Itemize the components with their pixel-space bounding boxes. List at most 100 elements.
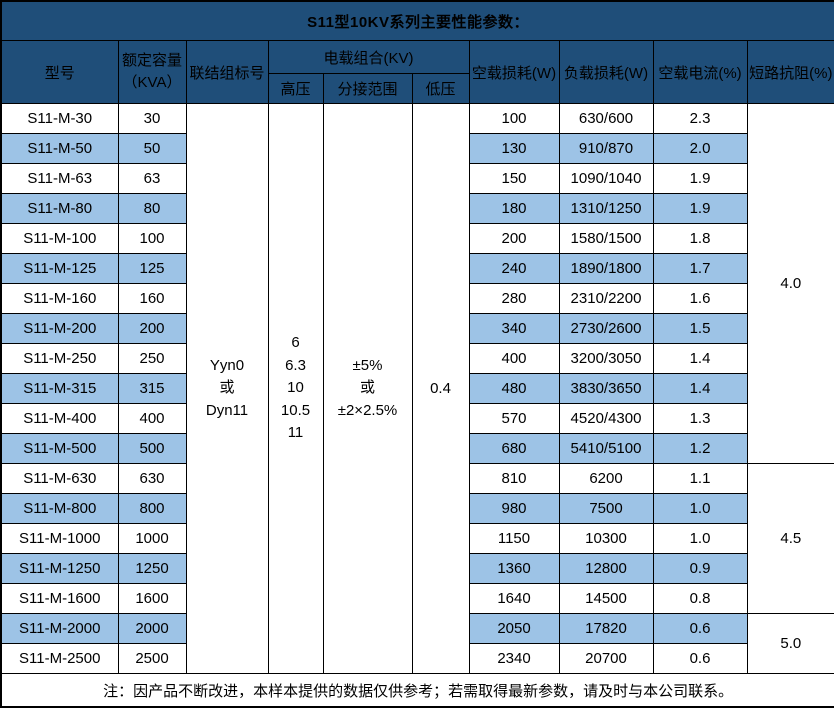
cell-load-loss: 10300: [558, 523, 654, 554]
cell-no-load-loss: 240: [468, 253, 560, 284]
cell-capacity: 500: [117, 433, 187, 464]
table-row: S11-M-63 63 150 1090/1040 1.9: [0, 163, 834, 194]
cell-capacity: 1250: [117, 553, 187, 584]
cell-no-load-loss: 2340: [468, 643, 560, 674]
cell-no-load-loss: 810: [468, 463, 560, 494]
cell-model: S11-M-500: [0, 433, 119, 464]
col-header-hv: 高压: [267, 73, 324, 104]
col-header-load-loss: 负载损耗(W): [558, 40, 654, 104]
cell-capacity: 100: [117, 223, 187, 254]
cell-capacity: 630: [117, 463, 187, 494]
cell-capacity: 50: [117, 133, 187, 164]
merged-cell-impedance-group-1: 4.0: [746, 103, 834, 464]
table-row: S11-M-500 500 680 5410/5100 1.2: [0, 433, 834, 464]
cell-load-loss: 14500: [558, 583, 654, 614]
cell-no-load-current: 1.0: [652, 523, 748, 554]
cell-no-load-current: 1.6: [652, 283, 748, 314]
cell-model: S11-M-630: [0, 463, 119, 494]
cell-capacity: 800: [117, 493, 187, 524]
cell-no-load-current: 1.4: [652, 343, 748, 374]
cell-no-load-current: 1.0: [652, 493, 748, 524]
cell-model: S11-M-1600: [0, 583, 119, 614]
cell-no-load-loss: 1640: [468, 583, 560, 614]
cell-capacity: 400: [117, 403, 187, 434]
cell-capacity: 315: [117, 373, 187, 404]
col-header-no-load-loss: 空载损耗(W): [468, 40, 560, 104]
col-header-tap-range: 分接范围: [322, 73, 413, 104]
cell-capacity: 80: [117, 193, 187, 224]
cell-capacity: 125: [117, 253, 187, 284]
cell-no-load-current: 1.9: [652, 193, 748, 224]
cell-no-load-loss: 200: [468, 223, 560, 254]
cell-load-loss: 12800: [558, 553, 654, 584]
page-title: S11型10KV系列主要性能参数：: [0, 0, 834, 41]
cell-load-loss: 2730/2600: [558, 313, 654, 344]
table-row: S11-M-80 80 180 1310/1250 1.9: [0, 193, 834, 224]
cell-no-load-current: 2.0: [652, 133, 748, 164]
cell-no-load-current: 1.5: [652, 313, 748, 344]
cell-load-loss: 5410/5100: [558, 433, 654, 464]
cell-load-loss: 1090/1040: [558, 163, 654, 194]
table-row: S11-M-160 160 280 2310/2200 1.6: [0, 283, 834, 314]
col-header-impedance: 短路抗阻(%): [746, 40, 834, 104]
cell-no-load-loss: 980: [468, 493, 560, 524]
cell-capacity: 2000: [117, 613, 187, 644]
table-row: S11-M-30 30 Yyn0 或 Dyn11 6 6.3 10 10.5 1…: [0, 103, 834, 674]
cell-model: S11-M-315: [0, 373, 119, 404]
title-row: S11型10KV系列主要性能参数：: [0, 0, 834, 41]
cell-no-load-loss: 340: [468, 313, 560, 344]
cell-no-load-loss: 130: [468, 133, 560, 164]
cell-model: S11-M-800: [0, 493, 119, 524]
cell-no-load-current: 1.3: [652, 403, 748, 434]
cell-no-load-loss: 480: [468, 373, 560, 404]
merged-cell-connection: Yyn0 或 Dyn11: [185, 103, 269, 674]
cell-no-load-current: 0.6: [652, 643, 748, 674]
footnote-row: 注：因产品不断改进，本样本提供的数据仅供参考；若需取得最新参数，请及时与本公司联…: [0, 673, 834, 708]
cell-load-loss: 17820: [558, 613, 654, 644]
cell-model: S11-M-1250: [0, 553, 119, 584]
cell-load-loss: 6200: [558, 463, 654, 494]
cell-no-load-loss: 400: [468, 343, 560, 374]
header-row-main: 型号 额定容量 （KVA） 联结组标号 电载组合(KV) 空载损耗(W) 负载损…: [0, 40, 834, 104]
cell-model: S11-M-250: [0, 343, 119, 374]
cell-no-load-loss: 680: [468, 433, 560, 464]
cell-no-load-loss: 570: [468, 403, 560, 434]
cell-capacity: 1600: [117, 583, 187, 614]
cell-model: S11-M-400: [0, 403, 119, 434]
cell-load-loss: 7500: [558, 493, 654, 524]
table-row: S11-M-200 200 340 2730/2600 1.5: [0, 313, 834, 344]
col-header-model: 型号: [0, 40, 119, 104]
cell-model: S11-M-2000: [0, 613, 119, 644]
cell-model: S11-M-30: [0, 103, 119, 134]
cell-no-load-current: 0.9: [652, 553, 748, 584]
cell-model: S11-M-125: [0, 253, 119, 284]
cell-load-loss: 3830/3650: [558, 373, 654, 404]
cell-load-loss: 1310/1250: [558, 193, 654, 224]
table-row: S11-M-1250 1250 1360 12800 0.9: [0, 553, 834, 584]
cell-no-load-current: 0.6: [652, 613, 748, 644]
cell-model: S11-M-100: [0, 223, 119, 254]
cell-load-loss: 2310/2200: [558, 283, 654, 314]
table-row: S11-M-1600 1600 1640 14500 0.8: [0, 583, 834, 614]
cell-load-loss: 1580/1500: [558, 223, 654, 254]
merged-cell-tap-range: ±5% 或 ±2×2.5%: [322, 103, 413, 674]
cell-capacity: 63: [117, 163, 187, 194]
cell-no-load-current: 1.8: [652, 223, 748, 254]
table-row: S11-M-315 315 480 3830/3650 1.4: [0, 373, 834, 404]
cell-no-load-loss: 2050: [468, 613, 560, 644]
cell-no-load-loss: 1360: [468, 553, 560, 584]
cell-capacity: 160: [117, 283, 187, 314]
cell-no-load-loss: 280: [468, 283, 560, 314]
cell-load-loss: 630/600: [558, 103, 654, 134]
cell-no-load-current: 0.8: [652, 583, 748, 614]
cell-no-load-current: 1.1: [652, 463, 748, 494]
cell-model: S11-M-200: [0, 313, 119, 344]
table-row: S11-M-630 630 810 6200 1.1 4.5: [0, 463, 834, 614]
col-header-lv: 低压: [411, 73, 470, 104]
table-row: S11-M-2000 2000 2050 17820 0.6 5.0: [0, 613, 834, 674]
table-row: S11-M-50 50 130 910/870 2.0: [0, 133, 834, 164]
col-header-connection: 联结组标号: [185, 40, 269, 104]
cell-model: S11-M-160: [0, 283, 119, 314]
cell-capacity: 30: [117, 103, 187, 134]
